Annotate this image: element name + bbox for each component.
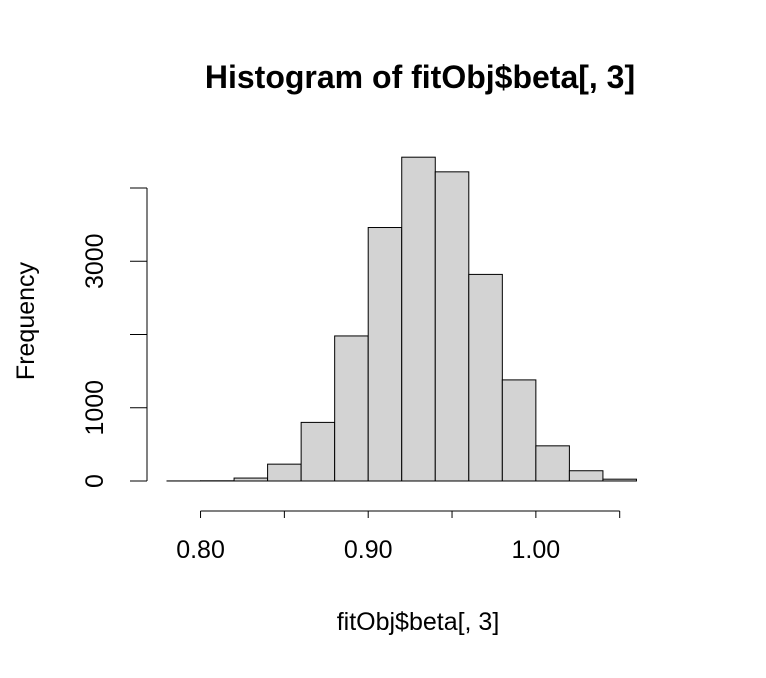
histogram-bar xyxy=(300,421,336,482)
x-tick-label: 0.90 xyxy=(344,536,393,564)
histogram-bar xyxy=(367,227,403,482)
histogram-bar xyxy=(535,445,570,482)
histogram-bar xyxy=(334,335,369,482)
histogram-bar xyxy=(501,379,537,482)
histogram-bar xyxy=(267,463,302,482)
histogram-bar xyxy=(602,478,637,482)
histogram-bar xyxy=(468,273,503,482)
bars-group xyxy=(166,156,637,482)
y-tick-label: 0 xyxy=(81,474,109,488)
x-axis-label: fitObj$beta[, 3] xyxy=(337,608,500,636)
chart-title: Histogram of fitObj$beta[, 3] xyxy=(205,59,635,95)
y-axis-label: Frequency xyxy=(12,261,40,380)
x-axis: 0.80 0.90 1.00 xyxy=(176,510,621,564)
y-tick-label: 1000 xyxy=(81,380,109,436)
y-tick-label: 3000 xyxy=(81,233,109,289)
histogram-bar xyxy=(401,156,436,482)
histogram-bar xyxy=(233,477,269,482)
x-tick-label: 0.80 xyxy=(176,536,225,564)
x-tick-label: 1.00 xyxy=(512,536,561,564)
histogram-bar xyxy=(434,171,470,482)
y-axis: 0 1000 3000 xyxy=(81,187,148,488)
histogram-bar xyxy=(568,470,604,482)
